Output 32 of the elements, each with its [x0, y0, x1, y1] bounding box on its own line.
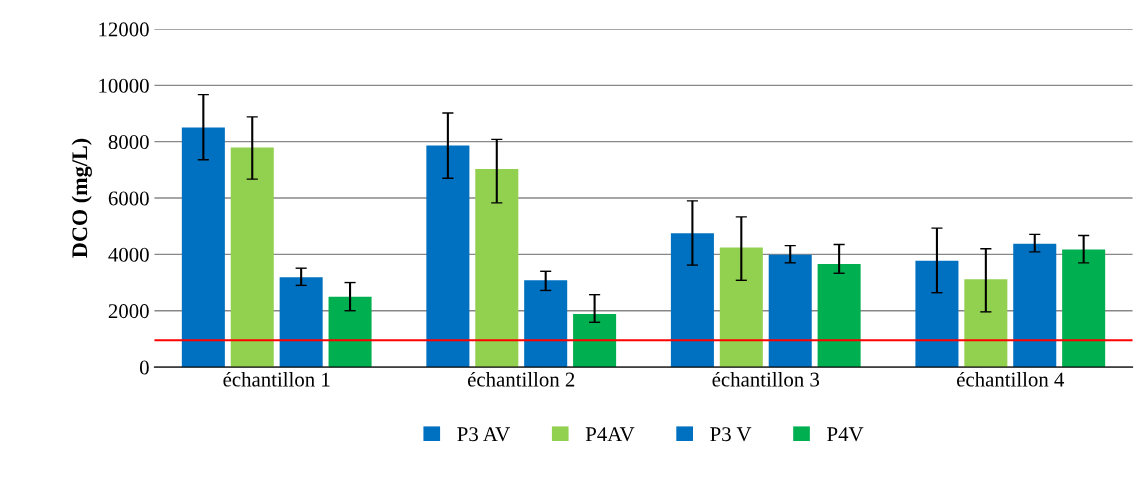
x-tick-label: échantillon 2	[467, 371, 575, 387]
bar	[328, 296, 372, 368]
bar	[1062, 249, 1106, 368]
x-tick-label: échantillon 4	[957, 371, 1065, 387]
legend-label: P4AV	[585, 427, 635, 442]
y-tick-label: 2000	[108, 304, 149, 319]
bar	[426, 145, 470, 368]
bar	[1013, 243, 1057, 368]
bar	[964, 279, 1008, 368]
bar	[230, 147, 274, 368]
bar	[915, 260, 959, 368]
bar	[670, 233, 714, 368]
x-tick-label: échantillon 1	[223, 371, 330, 387]
bar	[817, 263, 861, 368]
legend-label: P3 V	[710, 427, 752, 442]
y-tick-label: 12000	[99, 22, 149, 37]
bar	[524, 280, 568, 368]
y-tick-label: 8000	[108, 135, 149, 150]
bar	[768, 254, 812, 368]
y-tick-label: 0	[139, 360, 149, 375]
y-axis-title: DCO (mg/L)	[71, 138, 92, 258]
bar	[475, 169, 519, 368]
bar	[573, 314, 617, 368]
bar	[279, 277, 323, 368]
bar	[181, 127, 225, 368]
y-tick-label: 6000	[108, 191, 149, 206]
legend-label: P4V	[827, 427, 864, 442]
y-tick-label: 10000	[99, 78, 149, 93]
y-tick-label: 4000	[108, 247, 149, 262]
legend-label: P3 AV	[457, 427, 510, 442]
x-tick-label: échantillon 3	[712, 371, 820, 387]
bar	[719, 247, 763, 368]
